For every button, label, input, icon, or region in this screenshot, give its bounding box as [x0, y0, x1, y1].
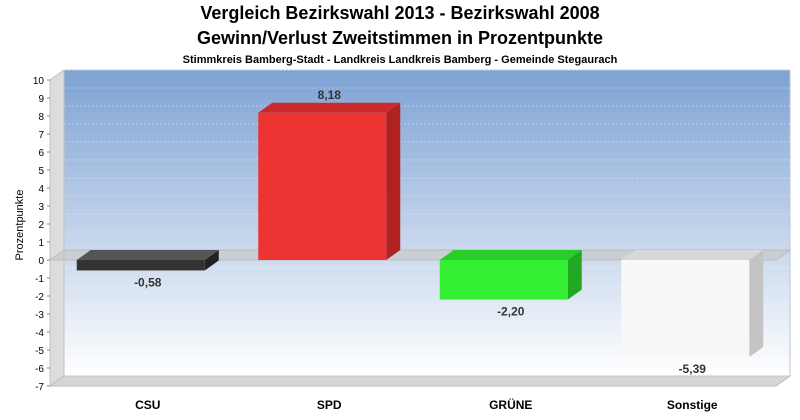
left-wall	[49, 69, 65, 387]
y-tick-label: -2	[35, 292, 44, 303]
x-tick-label: Sonstige	[667, 398, 718, 412]
data-label: -0,58	[134, 275, 162, 289]
bar-front	[258, 112, 387, 260]
bar-side	[386, 102, 401, 260]
bar-front	[439, 260, 568, 300]
bar-side	[204, 250, 219, 271]
y-tick-label: 4	[38, 184, 44, 195]
y-tick-label: 10	[33, 76, 45, 87]
y-tick-label: -7	[35, 382, 44, 393]
y-tick-label: 5	[38, 166, 44, 177]
bar-gr-ne	[439, 250, 582, 300]
y-tick-label: 7	[38, 130, 44, 141]
y-tick-label: 2	[38, 220, 44, 231]
y-tick-label: 6	[38, 148, 44, 159]
y-tick-label: 8	[38, 112, 44, 123]
data-label: -2,20	[497, 305, 525, 319]
y-tick-label: 3	[38, 202, 44, 213]
y-tick-label: -5	[35, 346, 44, 357]
x-axis-labels: CSU SPD GRÜNE Sonstige	[135, 397, 718, 412]
bar-spd	[258, 102, 401, 260]
bar-sonstige	[621, 250, 764, 358]
bar-side	[567, 250, 582, 300]
x-tick-label: SPD	[317, 398, 342, 412]
bar-side	[749, 250, 764, 358]
bar-top	[621, 250, 764, 260]
bar-top	[258, 102, 401, 113]
y-tick-label: 9	[38, 94, 44, 105]
y-tick-label: -6	[35, 364, 44, 375]
bar-front	[621, 260, 750, 358]
y-tick-label: -1	[35, 274, 44, 285]
bar-csu	[76, 250, 219, 271]
floor	[48, 375, 792, 387]
bar-front	[76, 260, 205, 271]
y-tick-label: -4	[35, 328, 44, 339]
bars: -0,58 8,18 -2,20 -5,39	[76, 88, 764, 376]
chart-title: Vergleich Bezirkswahl 2013 - Bezirkswahl…	[200, 3, 600, 23]
y-tick-label: 0	[38, 256, 44, 267]
chart-caption: Stimmkreis Bamberg-Stadt - Landkreis Lan…	[182, 54, 618, 66]
x-tick-label: CSU	[135, 398, 160, 412]
y-tick-label: -3	[35, 310, 44, 321]
data-label: 8,18	[318, 88, 342, 102]
y-tick-label: 1	[38, 238, 44, 249]
bar-top	[76, 250, 219, 260]
plot-background	[48, 69, 792, 387]
bar-top	[439, 250, 582, 260]
data-label: -5,39	[679, 362, 707, 376]
x-tick-label: GRÜNE	[489, 397, 532, 412]
chart-subtitle: Gewinn/Verlust Zweitstimmen in Prozentpu…	[196, 28, 604, 48]
